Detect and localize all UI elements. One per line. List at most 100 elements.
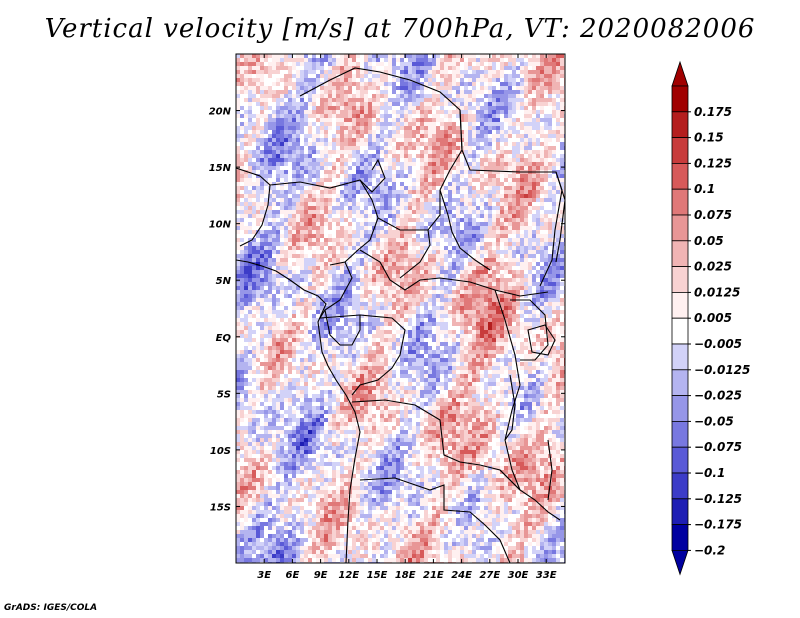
field-cell	[436, 162, 440, 166]
field-cell	[468, 286, 472, 290]
field-cell	[272, 134, 276, 138]
field-cell	[300, 178, 304, 182]
field-cell	[284, 262, 288, 266]
field-cell	[316, 162, 320, 166]
field-cell	[408, 238, 412, 242]
field-cell	[460, 246, 464, 250]
field-cell	[460, 282, 464, 286]
field-cell	[456, 102, 460, 106]
field-cell	[548, 90, 552, 94]
field-cell	[276, 106, 280, 110]
field-cell	[348, 158, 352, 162]
field-cell	[356, 290, 360, 294]
field-cell	[532, 174, 536, 178]
field-cell	[344, 126, 348, 130]
field-cell	[328, 150, 332, 154]
field-cell	[472, 262, 476, 266]
field-cell	[252, 70, 256, 74]
field-cell	[424, 78, 428, 82]
field-cell	[236, 134, 240, 138]
field-cell	[252, 94, 256, 98]
field-cell	[240, 186, 244, 190]
field-cell	[292, 174, 296, 178]
field-cell	[320, 106, 324, 110]
field-cell	[472, 206, 476, 210]
field-cell	[520, 134, 524, 138]
field-cell	[332, 82, 336, 86]
field-cell	[536, 242, 540, 246]
field-cell	[476, 126, 480, 130]
field-cell	[544, 82, 548, 86]
field-cell	[528, 218, 532, 222]
field-cell	[352, 238, 356, 242]
field-cell	[432, 166, 436, 170]
field-cell	[244, 110, 248, 114]
field-cell	[460, 198, 464, 202]
field-cell	[340, 182, 344, 186]
field-cell	[456, 146, 460, 150]
field-cell	[452, 118, 456, 122]
field-cell	[448, 162, 452, 166]
field-cell	[368, 170, 372, 174]
field-cell	[424, 122, 428, 126]
field-cell	[440, 66, 444, 70]
field-cell	[252, 134, 256, 138]
field-cell	[460, 182, 464, 186]
field-cell	[384, 138, 388, 142]
field-cell	[432, 282, 436, 286]
field-cell	[308, 246, 312, 250]
field-cell	[408, 166, 412, 170]
field-cell	[348, 246, 352, 250]
field-cell	[516, 234, 520, 238]
field-cell	[300, 122, 304, 126]
field-cell	[372, 126, 376, 130]
field-cell	[560, 258, 564, 262]
field-cell	[460, 274, 464, 278]
field-cell	[556, 70, 560, 74]
field-cell	[352, 110, 356, 114]
field-cell	[408, 110, 412, 114]
field-cell	[444, 106, 448, 110]
field-cell	[272, 126, 276, 130]
field-cell	[512, 202, 516, 206]
field-cell	[400, 190, 404, 194]
field-cell	[420, 54, 424, 58]
field-cell	[312, 134, 316, 138]
field-cell	[484, 90, 488, 94]
field-cell	[448, 102, 452, 106]
field-cell	[448, 58, 452, 62]
field-cell	[392, 250, 396, 254]
field-cell	[404, 134, 408, 138]
field-cell	[524, 194, 528, 198]
field-cell	[484, 234, 488, 238]
field-cell	[256, 70, 260, 74]
field-cell	[312, 266, 316, 270]
field-cell	[548, 102, 552, 106]
field-cell	[296, 90, 300, 94]
field-cell	[256, 234, 260, 238]
field-cell	[408, 86, 412, 90]
field-cell	[348, 222, 352, 226]
field-cell	[452, 206, 456, 210]
field-cell	[516, 230, 520, 234]
field-cell	[424, 118, 428, 122]
field-cell	[388, 62, 392, 66]
field-cell	[500, 238, 504, 242]
field-cell	[524, 202, 528, 206]
field-cell	[500, 86, 504, 90]
field-cell	[284, 270, 288, 274]
field-cell	[244, 158, 248, 162]
field-cell	[476, 222, 480, 226]
field-cell	[328, 282, 332, 286]
field-cell	[548, 126, 552, 130]
field-cell	[468, 154, 472, 158]
field-cell	[368, 206, 372, 210]
field-cell	[348, 166, 352, 170]
field-cell	[536, 182, 540, 186]
field-cell	[480, 122, 484, 126]
field-cell	[368, 278, 372, 282]
field-cell	[416, 62, 420, 66]
field-cell	[364, 170, 368, 174]
field-cell	[300, 294, 304, 298]
field-cell	[308, 74, 312, 78]
